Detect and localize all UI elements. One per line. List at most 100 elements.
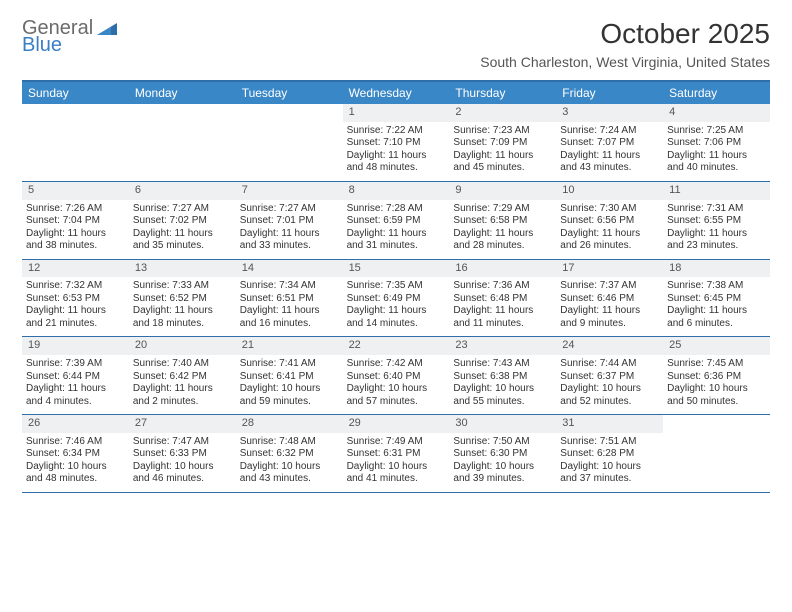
calendar-day: 9Sunrise: 7:29 AMSunset: 6:58 PMDaylight… <box>449 182 556 259</box>
sunrise-text: Sunrise: 7:36 AM <box>453 280 552 293</box>
logo: General Blue <box>22 18 119 56</box>
sunset-text: Sunset: 7:01 PM <box>240 215 339 228</box>
calendar-day-empty <box>22 104 129 181</box>
daylight-text: Daylight: 11 hours and 45 minutes. <box>453 150 552 175</box>
sunset-text: Sunset: 7:09 PM <box>453 137 552 150</box>
sunset-text: Sunset: 6:33 PM <box>133 448 232 461</box>
calendar-day: 30Sunrise: 7:50 AMSunset: 6:30 PMDayligh… <box>449 415 556 492</box>
calendar-day: 19Sunrise: 7:39 AMSunset: 6:44 PMDayligh… <box>22 337 129 414</box>
day-number: 7 <box>236 182 343 200</box>
sunrise-text: Sunrise: 7:24 AM <box>560 125 659 138</box>
sunrise-text: Sunrise: 7:38 AM <box>667 280 766 293</box>
calendar-day-empty <box>129 104 236 181</box>
day-number: 31 <box>556 415 663 433</box>
sunrise-text: Sunrise: 7:32 AM <box>26 280 125 293</box>
calendar-day: 23Sunrise: 7:43 AMSunset: 6:38 PMDayligh… <box>449 337 556 414</box>
sunset-text: Sunset: 7:06 PM <box>667 137 766 150</box>
sunrise-text: Sunrise: 7:30 AM <box>560 203 659 216</box>
calendar-day: 1Sunrise: 7:22 AMSunset: 7:10 PMDaylight… <box>343 104 450 181</box>
sunset-text: Sunset: 6:38 PM <box>453 371 552 384</box>
day-number: 12 <box>22 260 129 278</box>
sunset-text: Sunset: 6:41 PM <box>240 371 339 384</box>
sunrise-text: Sunrise: 7:42 AM <box>347 358 446 371</box>
sunrise-text: Sunrise: 7:48 AM <box>240 436 339 449</box>
daylight-text: Daylight: 11 hours and 16 minutes. <box>240 305 339 330</box>
day-number: 17 <box>556 260 663 278</box>
calendar-day: 27Sunrise: 7:47 AMSunset: 6:33 PMDayligh… <box>129 415 236 492</box>
daylight-text: Daylight: 11 hours and 9 minutes. <box>560 305 659 330</box>
daylight-text: Daylight: 11 hours and 33 minutes. <box>240 228 339 253</box>
sunset-text: Sunset: 6:42 PM <box>133 371 232 384</box>
daylight-text: Daylight: 11 hours and 6 minutes. <box>667 305 766 330</box>
daylight-text: Daylight: 11 hours and 21 minutes. <box>26 305 125 330</box>
day-number: 11 <box>663 182 770 200</box>
daylight-text: Daylight: 10 hours and 39 minutes. <box>453 461 552 486</box>
day-number: 1 <box>343 104 450 122</box>
day-number: 16 <box>449 260 556 278</box>
calendar-day: 8Sunrise: 7:28 AMSunset: 6:59 PMDaylight… <box>343 182 450 259</box>
day-number: 3 <box>556 104 663 122</box>
day-number: 9 <box>449 182 556 200</box>
calendar-body: 1Sunrise: 7:22 AMSunset: 7:10 PMDaylight… <box>22 104 770 493</box>
day-header-cell: Saturday <box>663 82 770 104</box>
sunset-text: Sunset: 6:31 PM <box>347 448 446 461</box>
day-header-cell: Monday <box>129 82 236 104</box>
calendar-day: 6Sunrise: 7:27 AMSunset: 7:02 PMDaylight… <box>129 182 236 259</box>
day-number: 4 <box>663 104 770 122</box>
calendar-day-empty <box>663 415 770 492</box>
sunset-text: Sunset: 7:04 PM <box>26 215 125 228</box>
calendar-day: 14Sunrise: 7:34 AMSunset: 6:51 PMDayligh… <box>236 260 343 337</box>
calendar: SundayMondayTuesdayWednesdayThursdayFrid… <box>22 80 770 493</box>
sunrise-text: Sunrise: 7:27 AM <box>240 203 339 216</box>
sunset-text: Sunset: 6:52 PM <box>133 293 232 306</box>
sunset-text: Sunset: 6:44 PM <box>26 371 125 384</box>
daylight-text: Daylight: 11 hours and 40 minutes. <box>667 150 766 175</box>
daylight-text: Daylight: 10 hours and 59 minutes. <box>240 383 339 408</box>
day-header-cell: Tuesday <box>236 82 343 104</box>
day-number: 10 <box>556 182 663 200</box>
day-number: 22 <box>343 337 450 355</box>
sunrise-text: Sunrise: 7:35 AM <box>347 280 446 293</box>
daylight-text: Daylight: 10 hours and 55 minutes. <box>453 383 552 408</box>
sunset-text: Sunset: 6:45 PM <box>667 293 766 306</box>
day-number: 23 <box>449 337 556 355</box>
sunrise-text: Sunrise: 7:33 AM <box>133 280 232 293</box>
calendar-day: 29Sunrise: 7:49 AMSunset: 6:31 PMDayligh… <box>343 415 450 492</box>
day-number: 15 <box>343 260 450 278</box>
sunrise-text: Sunrise: 7:34 AM <box>240 280 339 293</box>
day-number: 18 <box>663 260 770 278</box>
sunrise-text: Sunrise: 7:47 AM <box>133 436 232 449</box>
day-number: 28 <box>236 415 343 433</box>
triangle-icon <box>97 20 119 43</box>
sunrise-text: Sunrise: 7:28 AM <box>347 203 446 216</box>
calendar-day: 11Sunrise: 7:31 AMSunset: 6:55 PMDayligh… <box>663 182 770 259</box>
header: General Blue October 2025 South Charlest… <box>22 18 770 70</box>
sunset-text: Sunset: 6:32 PM <box>240 448 339 461</box>
day-header-cell: Thursday <box>449 82 556 104</box>
sunrise-text: Sunrise: 7:25 AM <box>667 125 766 138</box>
sunrise-text: Sunrise: 7:29 AM <box>453 203 552 216</box>
day-number: 20 <box>129 337 236 355</box>
sunset-text: Sunset: 6:37 PM <box>560 371 659 384</box>
day-number: 2 <box>449 104 556 122</box>
sunset-text: Sunset: 6:58 PM <box>453 215 552 228</box>
calendar-week: 26Sunrise: 7:46 AMSunset: 6:34 PMDayligh… <box>22 415 770 493</box>
day-header-cell: Wednesday <box>343 82 450 104</box>
sunset-text: Sunset: 6:34 PM <box>26 448 125 461</box>
day-number: 13 <box>129 260 236 278</box>
sunrise-text: Sunrise: 7:49 AM <box>347 436 446 449</box>
day-number: 8 <box>343 182 450 200</box>
calendar-day: 31Sunrise: 7:51 AMSunset: 6:28 PMDayligh… <box>556 415 663 492</box>
day-number: 14 <box>236 260 343 278</box>
sunrise-text: Sunrise: 7:40 AM <box>133 358 232 371</box>
calendar-day: 18 Sunrise: 7:38 AMSunset: 6:45 PMDayligh… <box>663 260 770 337</box>
calendar-day: 24Sunrise: 7:44 AMSunset: 6:37 PMDayligh… <box>556 337 663 414</box>
sunrise-text: Sunrise: 7:41 AM <box>240 358 339 371</box>
daylight-text: Daylight: 10 hours and 50 minutes. <box>667 383 766 408</box>
calendar-day: 21 Sunrise: 7:41 AMSunset: 6:41 PMDayligh… <box>236 337 343 414</box>
daylight-text: Daylight: 10 hours and 37 minutes. <box>560 461 659 486</box>
logo-text: General Blue <box>22 18 93 56</box>
month-title: October 2025 <box>480 18 770 50</box>
day-number: 5 <box>22 182 129 200</box>
day-number: 21 <box>236 337 343 355</box>
